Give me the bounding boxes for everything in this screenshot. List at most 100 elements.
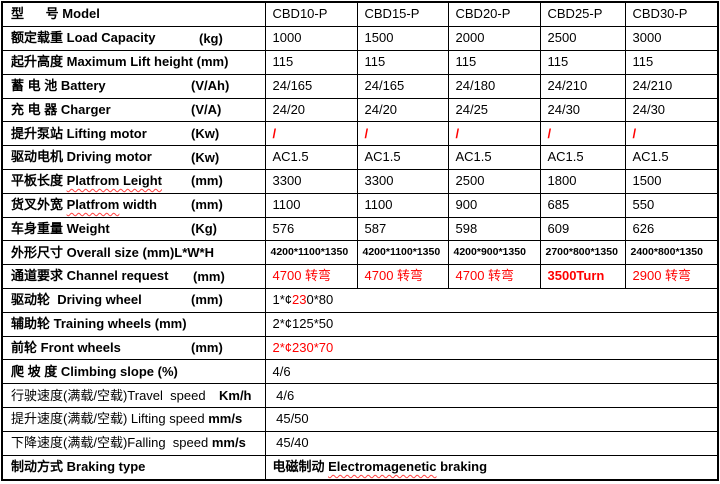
- text-segment: 45/40: [272, 435, 309, 451]
- spec-value-load-capacity: 1000: [264, 26, 358, 51]
- text-segment: 电磁制动: [272, 459, 329, 475]
- spec-value-lift-height: 115: [264, 49, 358, 75]
- spec-value-overall-size: 4200*1100*1350: [356, 240, 449, 266]
- text-segment: 下降速度(满载/空载): [11, 435, 128, 451]
- spec-value-load-capacity: 1500: [356, 26, 449, 51]
- spec-value-load-capacity: 2000: [447, 26, 541, 51]
- text-segment: 蓄 电 池: [11, 77, 61, 93]
- text-segment: braking: [436, 459, 488, 475]
- spec-value-overall-size: 2400*800*1350: [624, 240, 719, 266]
- spec-label-overall-size: 外形尺寸 Overall size (mm)L*W*H: [1, 240, 266, 266]
- table-row-channel-request: 通道要求 Channel request (mm) 4700 转弯 4700 转弯 47…: [1, 264, 719, 290]
- spec-value-training-wheels: 2*¢125*50: [264, 311, 719, 337]
- text-segment: 1*¢: [272, 292, 293, 308]
- spec-value-battery: 24/180: [447, 73, 541, 99]
- text-segment: 4/6: [272, 363, 291, 379]
- text-segment: AC1.5: [272, 149, 309, 165]
- spec-value-lifting-motor: /: [624, 121, 719, 147]
- spec-value-load-capacity: 3000: [624, 26, 719, 51]
- text-segment: CBD25-P: [547, 6, 603, 22]
- text-segment: (Kw): [191, 125, 220, 141]
- text-segment: 制动方式: [11, 459, 67, 475]
- spec-label-braking-type: 制动方式 Braking type: [1, 454, 266, 481]
- text-segment: (mm): [191, 197, 223, 213]
- text-segment: 24/210: [632, 77, 673, 93]
- spec-value-battery: 24/165: [356, 73, 449, 99]
- spec-value-charger: 24/30: [624, 97, 719, 123]
- text-segment: (Kw): [191, 149, 220, 165]
- table-row-driving-motor: 驱动电机 Driving motor (Kw) AC1.5 AC1.5 AC1.5 AC1…: [1, 145, 719, 170]
- spec-value-channel-request: 4700 转弯: [447, 264, 541, 290]
- text-segment: 额定载重: [11, 30, 67, 46]
- spec-value-weight: 576: [264, 216, 358, 242]
- text-segment: 4700 转弯: [364, 268, 424, 284]
- text-segment: 24/30: [632, 101, 666, 117]
- text-segment: Driving motor: [66, 149, 152, 165]
- spec-value-charger: 24/30: [539, 97, 626, 123]
- spec-value-lift-height: 115: [447, 49, 541, 75]
- spec-value-channel-request: 3500Turn: [539, 264, 626, 290]
- table-row-charger: 充 电 器 Charger (V/A) 24/20 24/20 24/25 24/30 24…: [1, 97, 719, 123]
- text-segment: Climbing slope (%): [60, 363, 178, 379]
- text-segment: Platfrom: [66, 197, 120, 213]
- table-row-driving-wheel: 驱动轮 Driving wheel (mm) 1*¢230*80: [1, 288, 719, 313]
- table-row-model: 型 号 Model CBD10-P CBD15-P CBD20-P CBD25-P CBD…: [1, 1, 719, 28]
- spec-value-model: CBD20-P: [447, 1, 541, 28]
- text-segment: 1800: [547, 173, 577, 189]
- spec-value-model: CBD15-P: [356, 1, 449, 28]
- text-segment: 115: [632, 54, 654, 70]
- text-segment: 1000: [272, 30, 302, 46]
- text-segment: 货叉外宽: [11, 197, 67, 213]
- text-segment: Load Capacity: [66, 30, 156, 46]
- table-row-lifting-speed: 提升速度(满载/空载) Lifting speed mm/s 45/50: [1, 407, 719, 432]
- text-segment: 23: [292, 292, 307, 308]
- text-segment: 24/210: [547, 77, 588, 93]
- spec-value-channel-request: 2900 转弯: [624, 264, 719, 290]
- spec-label-driving-motor: 驱动电机 Driving motor (Kw): [1, 145, 266, 170]
- spec-label-battery: 蓄 电 池 Battery (V/Ah): [1, 73, 266, 99]
- text-segment: Km/h: [219, 387, 252, 403]
- spec-label-travel-speed: 行驶速度(满载/空载)Travel speed Km/h: [1, 383, 266, 409]
- text-segment: width: [119, 197, 157, 213]
- spec-value-driving-motor: AC1.5: [539, 145, 626, 170]
- text-segment: 598: [455, 220, 478, 236]
- spec-label-falling-speed: 下降速度(满载/空载)Falling speed mm/s: [1, 430, 266, 456]
- spec-value-overall-size: 4200*1100*1350: [264, 240, 358, 266]
- spec-value-lifting-speed: 45/50: [264, 407, 719, 432]
- spec-label-platform-length: 平板长度 Platfrom Leight (mm): [1, 168, 266, 194]
- text-segment: 平板长度: [11, 173, 67, 189]
- text-segment: 2400*800*1350: [630, 246, 703, 259]
- text-segment: Lifting motor: [66, 125, 147, 141]
- text-segment: CBD20-P: [455, 6, 511, 22]
- text-segment: Maximum Lift height (mm): [66, 54, 229, 70]
- text-segment: 24/180: [455, 77, 496, 93]
- spec-label-load-capacity: 额定载重 Load Capacity (kg): [1, 26, 266, 51]
- text-segment: 626: [632, 220, 655, 236]
- spec-value-channel-request: 4700 转弯: [264, 264, 358, 290]
- text-segment: 4200*1100*1350: [270, 246, 349, 259]
- spec-label-platform-width: 货叉外宽 Platfrom width (mm): [1, 192, 266, 218]
- text-segment: 4/6: [272, 387, 295, 403]
- spec-value-lift-height: 115: [624, 49, 719, 75]
- spec-value-falling-speed: 45/40: [264, 430, 719, 456]
- spec-value-lift-height: 115: [356, 49, 449, 75]
- text-segment: mm/s: [208, 411, 243, 427]
- text-segment: mm/s: [211, 435, 246, 451]
- spec-label-lifting-speed: 提升速度(满载/空载) Lifting speed mm/s: [1, 407, 266, 432]
- table-row-battery: 蓄 电 池 Battery (V/Ah) 24/165 24/165 24/180 24/…: [1, 73, 719, 99]
- text-segment: 起升高度: [11, 54, 67, 70]
- text-segment: AC1.5: [547, 149, 584, 165]
- spec-label-climbing-slope: 爬 坡 度 Climbing slope (%): [1, 359, 266, 385]
- spec-label-weight: 车身重量 Weight (Kg): [1, 216, 266, 242]
- spec-value-front-wheels: 2*¢230*70: [264, 335, 719, 361]
- text-segment: 115: [364, 54, 386, 70]
- spec-value-driving-motor: AC1.5: [356, 145, 449, 170]
- text-segment: Front wheels: [40, 339, 121, 355]
- text-segment: 前轮: [11, 339, 41, 355]
- spec-value-overall-size: 2700*800*1350: [539, 240, 626, 266]
- text-segment: 2500: [547, 30, 577, 46]
- spec-value-load-capacity: 2500: [539, 26, 626, 51]
- text-segment: /: [632, 125, 637, 141]
